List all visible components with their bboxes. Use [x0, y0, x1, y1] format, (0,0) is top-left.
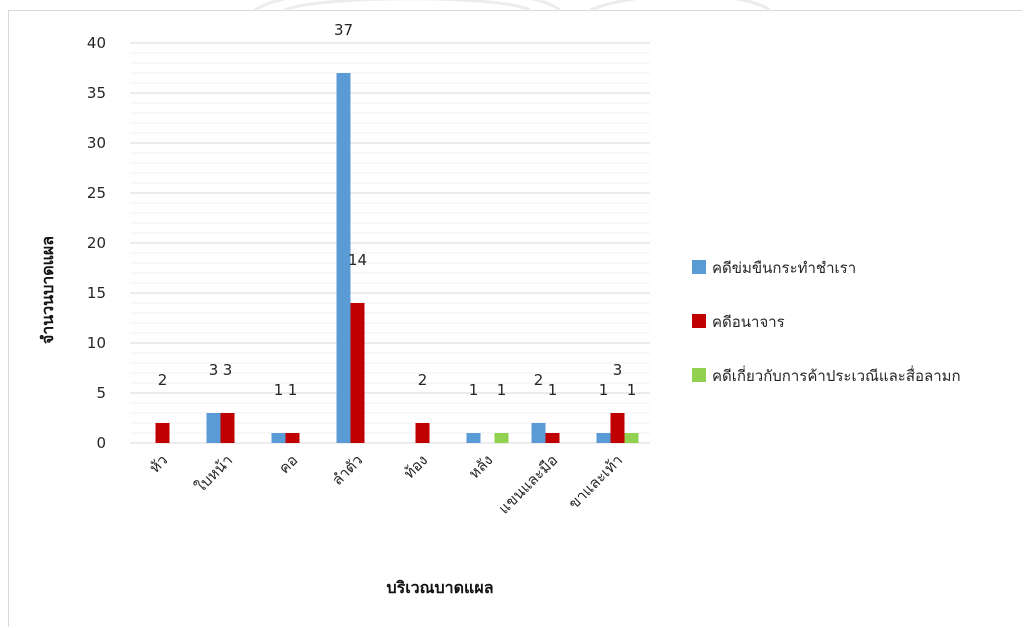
y-tick-label: 20 [87, 234, 106, 252]
x-category-label: ลำตัว [328, 451, 366, 489]
x-category-label: หลัง [465, 451, 496, 482]
bar [220, 413, 235, 443]
x-axis-title: บริเวณบาดแผล [386, 578, 493, 597]
legend-label: คดีข่มขืนกระทำชำเรา [712, 259, 856, 277]
bar [596, 433, 611, 443]
data-label: 3 [613, 361, 623, 379]
y-tick-label: 15 [87, 284, 106, 302]
bar [336, 73, 351, 443]
chart-frame [8, 10, 1022, 627]
bar [494, 433, 509, 443]
bar [271, 433, 286, 443]
x-category-label: คอ [275, 451, 301, 477]
x-category-label: ท้อง [400, 451, 431, 482]
y-axis-ticks: 0 5 10 15 20 25 30 35 40 [87, 34, 106, 452]
legend-label: คดีอนาจาร [712, 313, 785, 331]
y-tick-label: 10 [87, 334, 106, 352]
data-label: 14 [348, 251, 367, 269]
data-label: 2 [418, 371, 428, 389]
y-tick-label: 5 [96, 384, 106, 402]
bar [350, 303, 365, 443]
legend-swatch [692, 314, 706, 328]
x-category-label: ขาและเท้า [565, 451, 627, 513]
data-label: 3 [209, 361, 219, 379]
bar [531, 423, 546, 443]
legend-label: คดีเกี่ยวกับการค้าประเวณีและสื่อลามก [712, 365, 961, 385]
bar [624, 433, 639, 443]
y-tick-label: 30 [87, 134, 106, 152]
bar [155, 423, 170, 443]
y-axis-title: จำนวนบาดแผล [38, 236, 57, 344]
data-label: 1 [497, 381, 507, 399]
data-label: 1 [548, 381, 558, 399]
bar [545, 433, 560, 443]
y-tick-label: 0 [96, 434, 106, 452]
data-label: 1 [599, 381, 609, 399]
bar [466, 433, 481, 443]
data-label: 3 [223, 361, 233, 379]
data-label: 1 [469, 381, 479, 399]
data-label: 2 [158, 371, 168, 389]
bar [206, 413, 221, 443]
data-label: 1 [288, 381, 298, 399]
bar [285, 433, 300, 443]
y-tick-label: 25 [87, 184, 106, 202]
bars [155, 73, 639, 443]
legend-swatch [692, 368, 706, 382]
x-category-label: หัว [146, 451, 172, 477]
bar [610, 413, 625, 443]
data-label: 1 [274, 381, 284, 399]
y-tick-label: 35 [87, 84, 106, 102]
data-label: 1 [627, 381, 637, 399]
legend: คดีข่มขืนกระทำชำเราคดีอนาจารคดีเกี่ยวกับ… [692, 259, 961, 385]
x-category-label: แขนและมือ [495, 451, 561, 517]
legend-swatch [692, 260, 706, 274]
y-tick-label: 40 [87, 34, 106, 52]
gridlines [130, 42, 650, 444]
bar [415, 423, 430, 443]
data-label: 37 [334, 21, 353, 39]
x-category-label: ใบหน้า [191, 451, 236, 496]
data-label: 2 [534, 371, 544, 389]
